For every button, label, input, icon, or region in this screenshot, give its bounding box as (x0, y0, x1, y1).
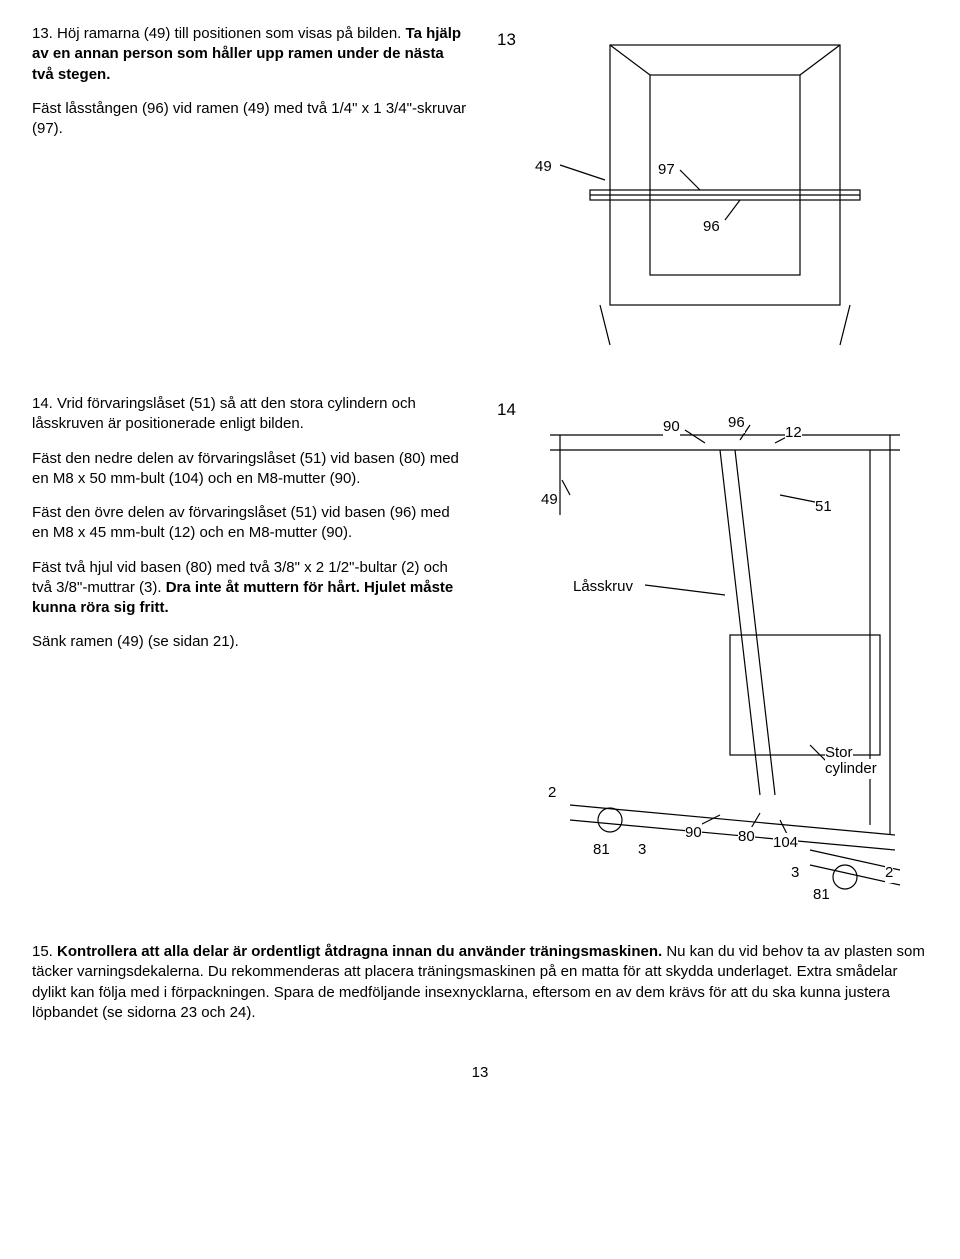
step-13-p1a: 13. Höj ramarna (49) till positionen som… (32, 25, 406, 42)
fig14-label-81b: 81 (813, 885, 830, 905)
page-number: 13 (32, 1063, 928, 1083)
fig14-label-81a: 81 (593, 840, 610, 860)
step-15-row: 15. Kontrollera att alla delar är ordent… (32, 942, 928, 1023)
step-14-row: 14. Vrid förvaringslåset (51) så att den… (32, 394, 928, 914)
fig13-label-97: 97 (658, 160, 675, 180)
fig14-label-96: 96 (728, 413, 745, 433)
step-15-p1b: Kontrollera att alla delar är ordentligt… (57, 943, 662, 960)
figure-14: 14 (492, 394, 928, 914)
fig14-label-49: 49 (541, 490, 558, 510)
step-13-row: 13. Höj ramarna (49) till positionen som… (32, 24, 928, 366)
fig14-label-cylinder: cylinder (825, 759, 877, 779)
fig14-label-3b: 3 (791, 863, 799, 883)
step-14-p5: Sänk ramen (49) (se sidan 21). (32, 632, 468, 652)
fig14-title: 14 (497, 399, 516, 422)
fig14-label-51: 51 (815, 497, 832, 517)
fig14-label-90b: 90 (685, 823, 702, 843)
step-14-text: 14. Vrid förvaringslåset (51) så att den… (32, 394, 468, 914)
fig14-label-2b: 2 (885, 863, 893, 883)
figure-13: 13 (492, 24, 928, 366)
fig14-label-3a: 3 (638, 840, 646, 860)
step-14-p1: 14. Vrid förvaringslåset (51) så att den… (32, 394, 468, 435)
fig13-title: 13 (497, 29, 516, 52)
fig14-label-2a: 2 (548, 783, 556, 803)
fig13-label-49: 49 (535, 157, 552, 177)
step-14-p3: Fäst den övre delen av förvaringslåset (… (32, 503, 468, 544)
step-14-p2: Fäst den nedre delen av förvaringslåset … (32, 449, 468, 490)
step-13-p2: Fäst låsstången (96) vid ramen (49) med … (32, 99, 468, 140)
step-15-p1: 15. Kontrollera att alla delar är ordent… (32, 942, 928, 1023)
fig14-label-104: 104 (773, 833, 798, 853)
fig13-label-96: 96 (703, 217, 720, 237)
fig14-label-lasskruv: Låsskruv (573, 577, 633, 597)
step-15-p1a: 15. (32, 943, 57, 960)
fig14-label-90a: 90 (663, 417, 680, 437)
step-13-text: 13. Höj ramarna (49) till positionen som… (32, 24, 468, 366)
step-14-p4: Fäst två hjul vid basen (80) med två 3/8… (32, 558, 468, 619)
fig14-label-12: 12 (785, 423, 802, 443)
fig13-drawing (493, 25, 927, 365)
fig14-drawing (493, 395, 927, 915)
step-13-p1: 13. Höj ramarna (49) till positionen som… (32, 24, 468, 85)
fig14-label-80: 80 (738, 827, 755, 847)
